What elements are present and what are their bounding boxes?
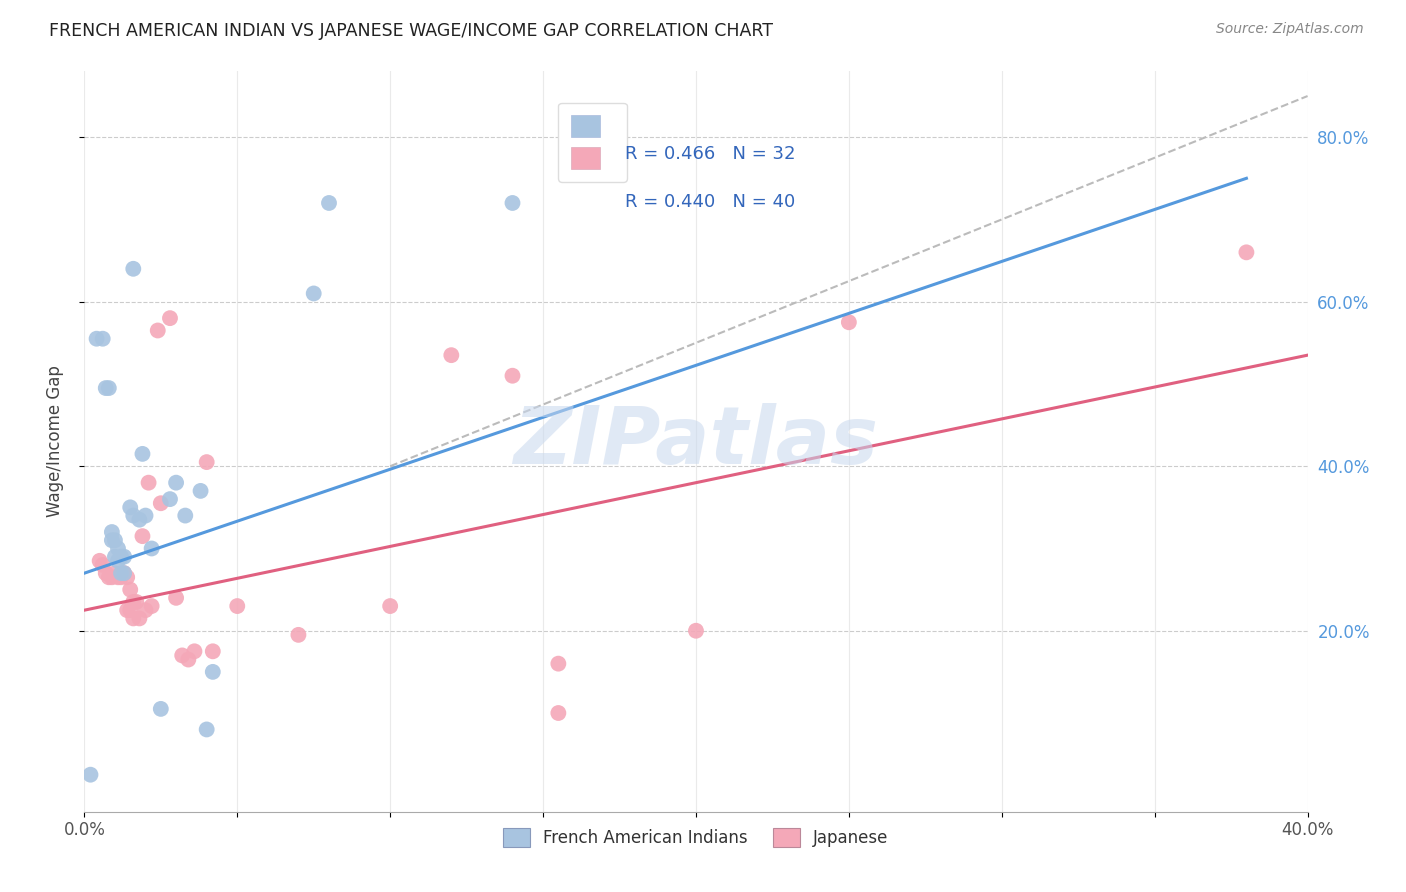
Point [125,595,148,609]
Text: R = 0.440   N = 40: R = 0.440 N = 40 [624,193,796,211]
Point [122,595,145,609]
Point [120,500,142,515]
Point [110,570,132,584]
Point [440,348,463,362]
Text: R = 0.466   N = 32: R = 0.466 N = 32 [624,145,796,163]
Point [128,513,150,527]
Point [110,566,132,581]
Point [159,492,181,507]
Point [107,570,129,584]
Point [149,702,172,716]
Point [165,591,187,605]
Point [104,533,127,548]
Point [146,324,169,338]
Point [380,599,402,613]
Point [177,652,200,666]
Point [138,475,160,490]
Point [112,566,135,581]
Point [141,599,163,613]
Point [159,311,181,326]
Point [91,332,114,346]
Point [195,723,218,737]
Text: FRENCH AMERICAN INDIAN VS JAPANESE WAGE/INCOME GAP CORRELATION CHART: FRENCH AMERICAN INDIAN VS JAPANESE WAGE/… [49,22,773,40]
Point [101,533,124,548]
Point [195,455,218,469]
Point [112,566,135,581]
Point [91,558,114,572]
Point [838,315,860,329]
Point [110,549,132,564]
Point [120,582,142,597]
Point [502,368,524,383]
Point [135,508,157,523]
Point [94,381,117,395]
Point [201,644,224,658]
Point [89,554,111,568]
Point [97,381,120,395]
Text: Source: ZipAtlas.com: Source: ZipAtlas.com [1216,22,1364,37]
Point [115,603,138,617]
Point [104,566,127,581]
Point [502,196,524,211]
Text: ZIPatlas: ZIPatlas [513,402,879,481]
Point [547,706,569,720]
Point [86,332,108,346]
Point [122,261,145,276]
Point [101,524,124,539]
Point [97,570,120,584]
Point [79,767,101,781]
Point [141,541,163,556]
Point [94,566,117,581]
Point [122,611,145,625]
Point [190,483,212,498]
Point [101,570,124,584]
Point [135,603,157,617]
Point [131,529,153,543]
Point [128,611,150,625]
Point [112,549,135,564]
Point [115,570,138,584]
Point [131,447,153,461]
Point [149,496,172,510]
Point [104,549,127,564]
Legend: French American Indians, Japanese: French American Indians, Japanese [495,819,897,855]
Point [302,286,325,301]
Point [165,475,187,490]
Point [172,648,194,663]
Point [1236,245,1258,260]
Point [174,508,197,523]
Point [107,541,129,556]
Point [122,508,145,523]
Point [318,196,340,211]
Point [120,603,142,617]
Point [201,665,224,679]
Point [685,624,707,638]
Point [287,628,309,642]
Point [183,644,205,658]
Point [547,657,569,671]
Point [226,599,249,613]
Y-axis label: Wage/Income Gap: Wage/Income Gap [45,366,63,517]
Point [107,554,129,568]
